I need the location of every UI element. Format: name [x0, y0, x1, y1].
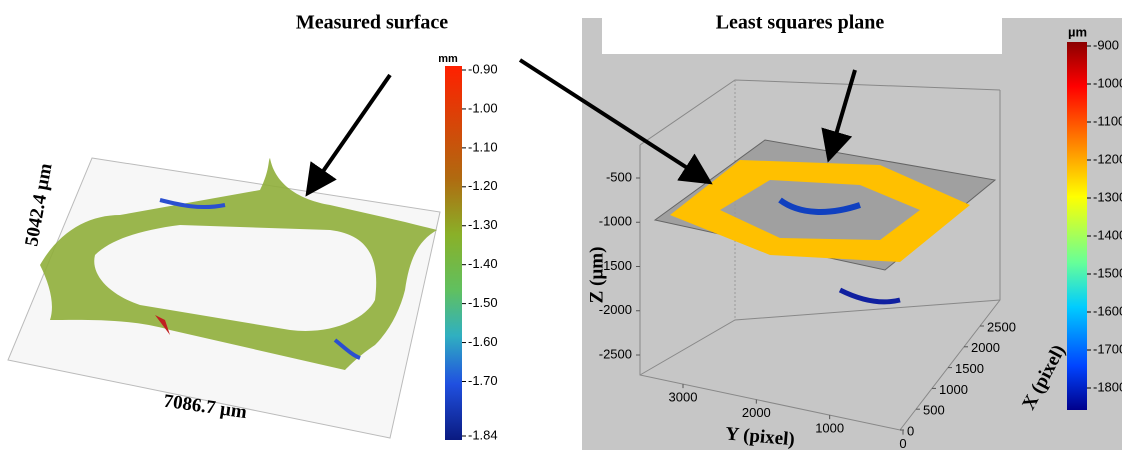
y-tick-label: 1000: [815, 421, 844, 436]
left-panel: mm Measured surface 5042.4 µm 7086.7 µm: [7, 12, 462, 440]
x-tick-label: 1500: [955, 361, 984, 376]
panel-title: Measured surface: [296, 12, 448, 34]
colorbar: [445, 66, 462, 440]
z-tick-label: -500: [606, 169, 632, 184]
z-tick-label: -1000: [599, 214, 632, 229]
x-tick-label: 0: [907, 423, 914, 438]
z-axis-label: Z (µm): [586, 247, 607, 304]
colorbar-tick-label: -1100: [1093, 113, 1122, 128]
arrow: [305, 73, 392, 197]
colorbar-tick-label: -1400: [1093, 227, 1122, 242]
x-tick-label: 2500: [987, 319, 1016, 334]
z-tick-label: -2000: [599, 302, 632, 317]
colorbar-tick-label: -1.20: [468, 178, 498, 193]
colorbar: [1067, 42, 1087, 410]
colorbar-tick-label: -1.84: [468, 427, 498, 442]
y-tick-label: 2000: [742, 405, 771, 420]
colorbar-tick-label: -1300: [1093, 189, 1122, 204]
height-label: 5042.4 µm: [21, 162, 56, 248]
colorbar-tick-label: -1500: [1093, 265, 1122, 280]
colorbar-tick-label: -1700: [1093, 341, 1122, 356]
low-region: [333, 338, 361, 360]
z-tick-label: -1500: [599, 258, 632, 273]
colorbar-tick-label: -1600: [1093, 303, 1122, 318]
z-tick-label: -2500: [599, 346, 632, 361]
right-panel: µm Least squares plane Z (µm) Y (pixel) …: [518, 10, 1122, 450]
arrow: [518, 58, 713, 185]
low-region: [838, 287, 901, 305]
surface: [670, 160, 970, 262]
colorbar-tick-label: -1.70: [468, 373, 498, 388]
x-tick-label: 1000: [939, 382, 968, 397]
colorbar-tick-label: -1.50: [468, 295, 498, 310]
x-tick-label: 2000: [971, 340, 1000, 355]
colorbar-tick-label: -1.00: [468, 100, 498, 115]
low-region: [778, 197, 861, 215]
panel-title: Least squares plane: [716, 12, 885, 34]
colorbar-unit: µm: [1068, 24, 1087, 39]
colorbar-tick-label: -1.30: [468, 217, 498, 232]
colorbar-tick-label: -0.90: [468, 61, 498, 76]
colorbar-tick-label: -900: [1093, 37, 1119, 52]
colorbar-unit: mm: [438, 53, 458, 65]
colorbar-tick-label: -1.40: [468, 256, 498, 271]
y-tick-label: 3000: [669, 390, 698, 405]
colorbar-tick-label: -1800: [1093, 379, 1122, 394]
measured-surface: [40, 158, 437, 370]
title-box: [602, 10, 1002, 54]
colorbar-tick-label: -1200: [1093, 151, 1122, 166]
y-tick-label: 0: [899, 436, 906, 451]
colorbar-tick-label: -1.60: [468, 334, 498, 349]
arrow: [821, 69, 857, 163]
colorbar-tick-label: -1.10: [468, 139, 498, 154]
colorbar-tick-label: -1000: [1093, 75, 1122, 90]
x-tick-label: 500: [923, 403, 945, 418]
low-region: [159, 198, 226, 210]
high-region: [155, 315, 170, 335]
